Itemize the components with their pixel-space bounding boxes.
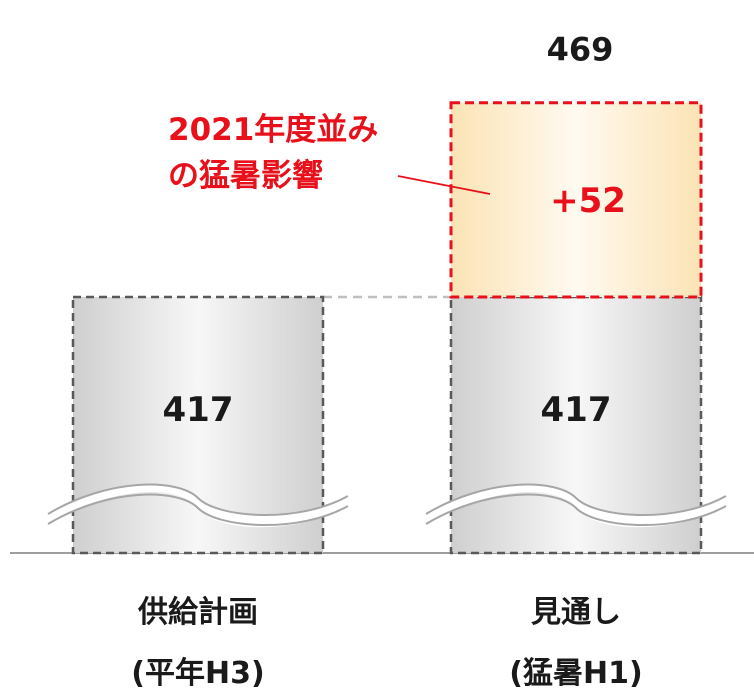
category-label-0-line2: (平年H3) [131, 656, 264, 691]
increment-value-label: +52 [550, 181, 626, 221]
bar-base-0 [71, 295, 325, 555]
category-label-1-line1: 見通し [531, 595, 621, 630]
annotation-line-2: の猛暑影響 [168, 158, 323, 194]
total-value-label: 469 [547, 31, 614, 69]
bar-value-label-0: 417 [163, 390, 234, 430]
annotation-leader-line [397, 175, 491, 195]
bar-increment-1 [449, 101, 703, 299]
annotation-line-1: 2021年度並み [168, 112, 378, 148]
category-label-1-line2: (猛暑H1) [509, 656, 642, 691]
axis-break-1 [425, 483, 727, 528]
bar-value-label-1: 417 [541, 390, 612, 430]
category-label-0-line1: 供給計画 [137, 595, 258, 630]
axis-break-0 [47, 483, 349, 528]
